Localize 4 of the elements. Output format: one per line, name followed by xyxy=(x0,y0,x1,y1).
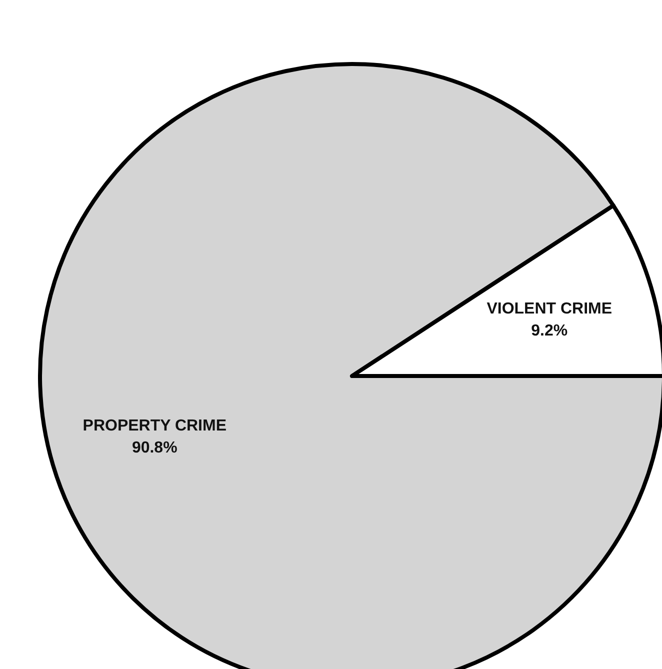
slice-label: PROPERTY CRIME xyxy=(82,418,227,435)
data-label: 90.8% xyxy=(132,440,178,457)
slice-label: VIOLENT CRIME xyxy=(486,300,612,318)
data-label: 9.2% xyxy=(531,322,568,340)
